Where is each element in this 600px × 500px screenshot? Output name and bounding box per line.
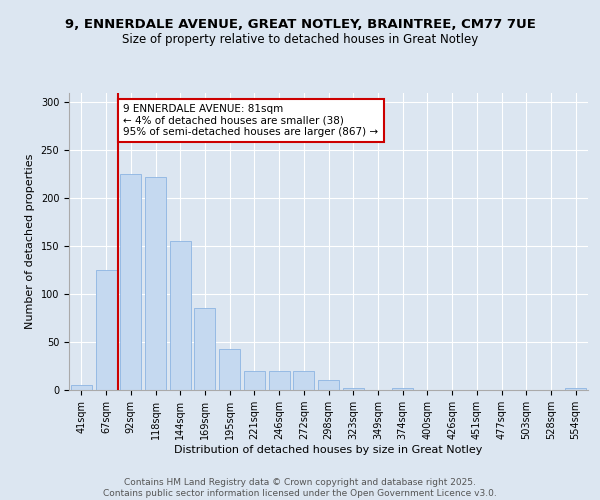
Bar bbox=[244, 371, 265, 390]
Text: 9 ENNERDALE AVENUE: 81sqm
← 4% of detached houses are smaller (38)
95% of semi-d: 9 ENNERDALE AVENUE: 81sqm ← 4% of detach… bbox=[124, 104, 379, 137]
Y-axis label: Number of detached properties: Number of detached properties bbox=[25, 154, 35, 329]
Text: 9, ENNERDALE AVENUE, GREAT NOTLEY, BRAINTREE, CM77 7UE: 9, ENNERDALE AVENUE, GREAT NOTLEY, BRAIN… bbox=[65, 18, 535, 30]
Bar bbox=[565, 388, 586, 390]
Bar bbox=[293, 371, 314, 390]
Bar bbox=[269, 371, 290, 390]
Bar bbox=[392, 388, 413, 390]
Text: Size of property relative to detached houses in Great Notley: Size of property relative to detached ho… bbox=[122, 32, 478, 46]
Bar bbox=[194, 308, 215, 390]
Bar bbox=[219, 348, 240, 390]
Bar bbox=[95, 270, 116, 390]
Bar bbox=[145, 177, 166, 390]
Text: Contains HM Land Registry data © Crown copyright and database right 2025.
Contai: Contains HM Land Registry data © Crown c… bbox=[103, 478, 497, 498]
Bar bbox=[71, 385, 92, 390]
Bar bbox=[343, 388, 364, 390]
Bar bbox=[170, 242, 191, 390]
Bar bbox=[120, 174, 141, 390]
X-axis label: Distribution of detached houses by size in Great Notley: Distribution of detached houses by size … bbox=[175, 445, 482, 455]
Bar bbox=[318, 380, 339, 390]
